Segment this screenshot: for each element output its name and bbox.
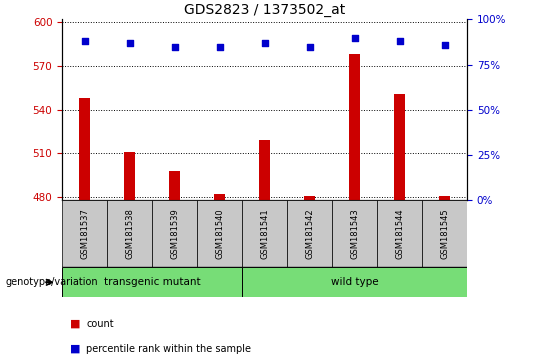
Point <box>440 42 449 47</box>
FancyBboxPatch shape <box>242 200 287 267</box>
Point <box>125 40 134 46</box>
Text: transgenic mutant: transgenic mutant <box>104 277 200 287</box>
Text: GSM181538: GSM181538 <box>125 208 134 259</box>
Point <box>260 40 269 46</box>
FancyBboxPatch shape <box>287 200 332 267</box>
Text: wild type: wild type <box>331 277 379 287</box>
Bar <box>124 152 135 200</box>
Text: GSM181543: GSM181543 <box>350 208 359 259</box>
Text: GSM181537: GSM181537 <box>80 208 89 259</box>
Point <box>215 44 224 49</box>
FancyBboxPatch shape <box>242 267 467 297</box>
FancyBboxPatch shape <box>197 200 242 267</box>
Bar <box>394 94 405 200</box>
Bar <box>439 196 450 200</box>
Bar <box>304 196 315 200</box>
Bar <box>79 98 90 200</box>
Bar <box>214 194 225 200</box>
Text: genotype/variation: genotype/variation <box>5 277 98 287</box>
Point <box>350 35 359 40</box>
FancyBboxPatch shape <box>62 267 242 297</box>
Bar <box>259 140 270 200</box>
Bar <box>169 171 180 200</box>
Text: GSM181541: GSM181541 <box>260 208 269 259</box>
Bar <box>349 55 360 200</box>
Text: GSM181539: GSM181539 <box>170 208 179 259</box>
FancyBboxPatch shape <box>422 200 467 267</box>
Text: count: count <box>86 319 114 329</box>
Title: GDS2823 / 1373502_at: GDS2823 / 1373502_at <box>184 3 345 17</box>
FancyBboxPatch shape <box>332 200 377 267</box>
Text: ■: ■ <box>70 344 80 354</box>
Point <box>395 38 404 44</box>
Point <box>170 44 179 49</box>
Point <box>80 38 89 44</box>
FancyBboxPatch shape <box>152 200 197 267</box>
FancyBboxPatch shape <box>107 200 152 267</box>
FancyBboxPatch shape <box>62 200 107 267</box>
Point <box>305 44 314 49</box>
Text: GSM181545: GSM181545 <box>440 208 449 259</box>
Text: GSM181540: GSM181540 <box>215 208 224 259</box>
Text: GSM181542: GSM181542 <box>305 208 314 259</box>
Text: GSM181544: GSM181544 <box>395 208 404 259</box>
Text: ■: ■ <box>70 319 80 329</box>
FancyBboxPatch shape <box>377 200 422 267</box>
Text: percentile rank within the sample: percentile rank within the sample <box>86 344 252 354</box>
